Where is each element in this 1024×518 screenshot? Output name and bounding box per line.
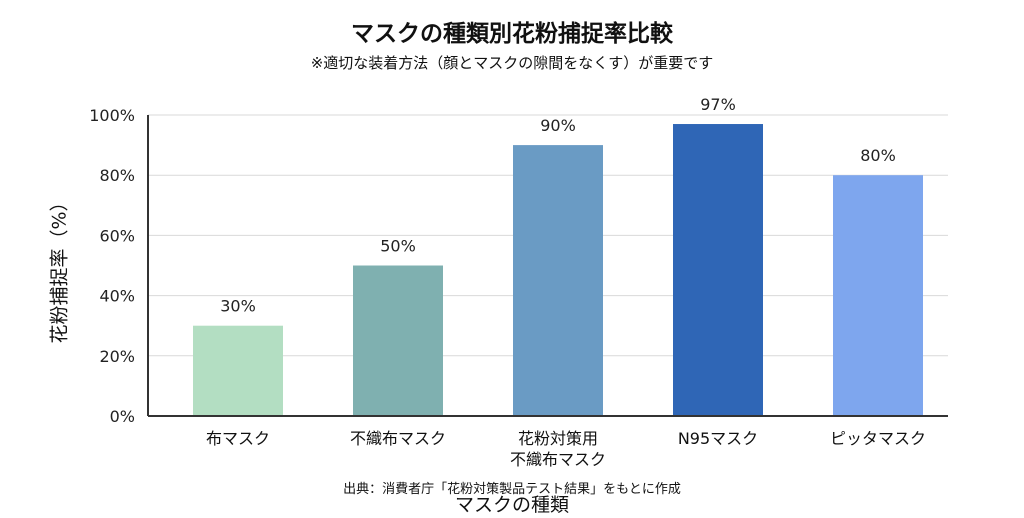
x-tick-label: 布マスク: [206, 429, 270, 448]
y-tick-label: 80%: [99, 166, 135, 185]
bar: [513, 145, 603, 416]
data-label: 30%: [220, 297, 256, 316]
source-note: 出典：消費者庁「花粉対策製品テスト結果」をもとに作成: [343, 482, 681, 497]
y-tick-label: 60%: [99, 226, 135, 245]
data-label: 90%: [540, 116, 576, 135]
x-tick-label: 花粉対策用不織布マスク: [510, 429, 606, 469]
y-tick-label: 100%: [89, 106, 135, 125]
data-label: 97%: [700, 95, 736, 114]
y-tick-label: 40%: [99, 287, 135, 306]
y-tick-label: 20%: [99, 347, 135, 366]
x-tick-label: 不織布マスク: [350, 429, 446, 448]
chart-subtitle: ※適切な装着方法（顔とマスクの隙間をなくす）が重要です: [310, 54, 714, 72]
data-label: 50%: [380, 237, 416, 256]
data-label: 80%: [860, 146, 896, 165]
x-axis-title: マスクの種類: [454, 494, 569, 516]
bar: [673, 124, 763, 416]
y-tick-label: 0%: [110, 407, 135, 426]
x-tick-label: ピッタマスク: [830, 429, 926, 448]
bar: [353, 265, 443, 416]
y-axis-title: 花粉捕捉率（%）: [48, 192, 71, 344]
bar: [193, 325, 283, 416]
bar: [833, 175, 923, 416]
chart-title: マスクの種類別花粉捕捉率比較: [351, 21, 673, 47]
x-tick-label: N95マスク: [678, 429, 758, 448]
